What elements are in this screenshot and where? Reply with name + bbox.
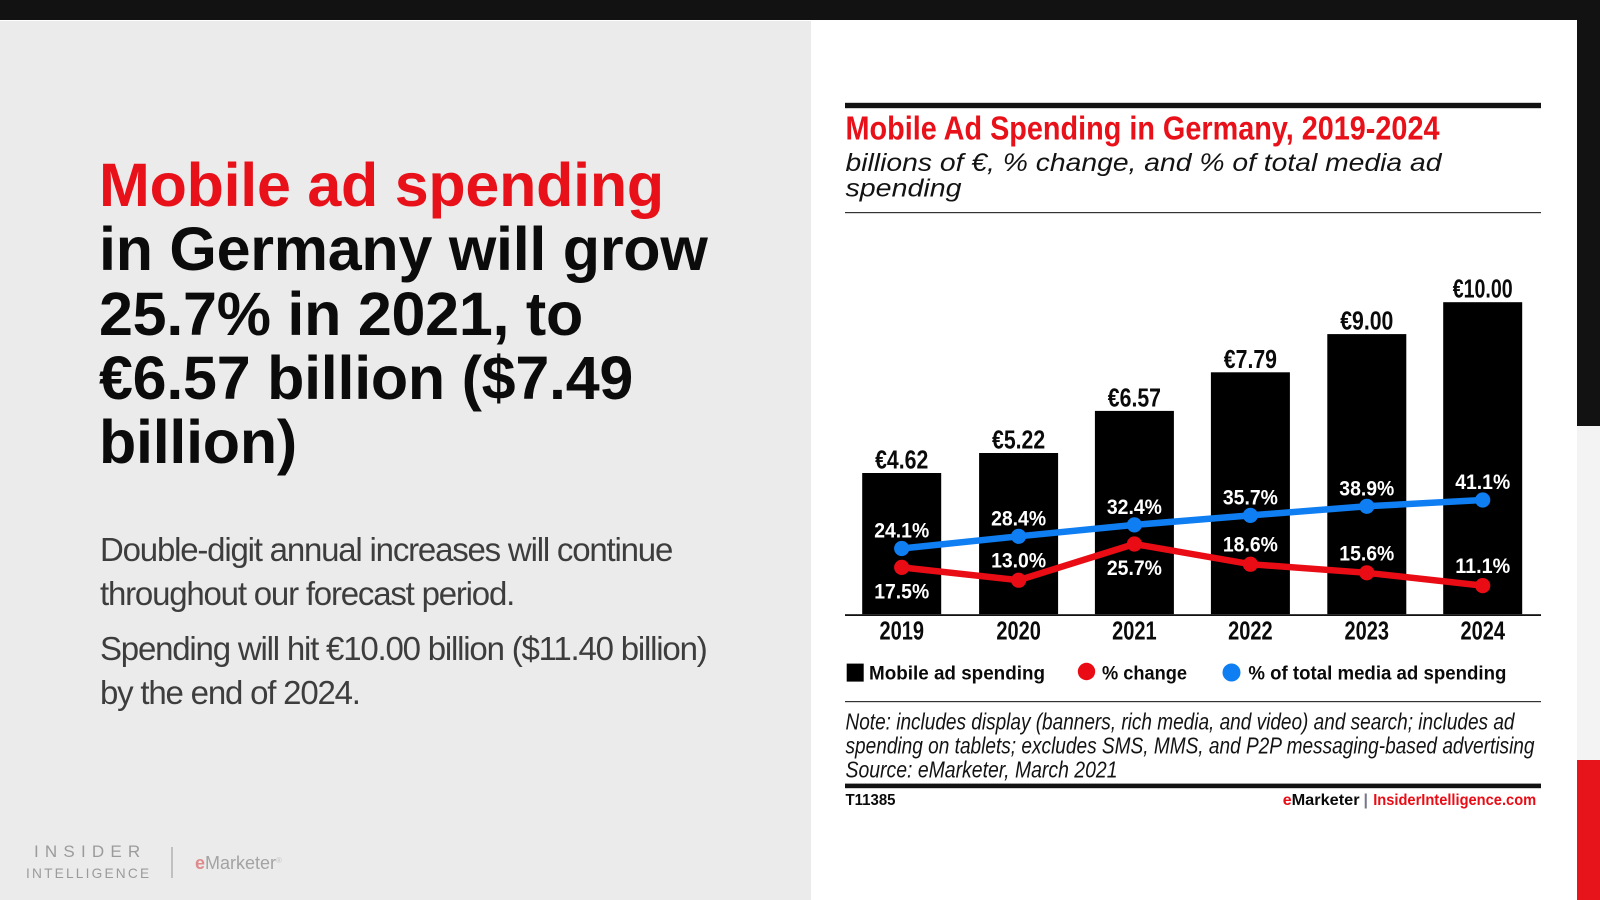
svg-text:38.9%: 38.9% [1339,477,1394,500]
svg-text:€4.62: €4.62 [875,445,928,475]
svg-text:2022: 2022 [1228,616,1273,646]
svg-text:13.0%: 13.0% [991,550,1046,573]
svg-text:2021: 2021 [1112,616,1157,646]
svg-text:17.5%: 17.5% [874,580,929,603]
svg-text:€6.57: €6.57 [1108,382,1161,412]
svg-text:spending: spending [846,174,962,202]
svg-text:Mobile ad spending: Mobile ad spending [869,664,1045,685]
svg-text:24.1%: 24.1% [874,520,929,543]
svg-text:InsiderIntelligence.com: InsiderIntelligence.com [1373,792,1536,809]
svg-text:11.1%: 11.1% [1455,555,1510,578]
svg-text:€10.00: €10.00 [1453,274,1513,304]
svg-text:T11385: T11385 [846,792,896,809]
svg-text:% change: % change [1102,664,1187,685]
svg-text:Note: includes display (banner: Note: includes display (banners, rich me… [846,709,1516,735]
svg-text:Marketer: Marketer [1292,792,1360,809]
svg-text:Mobile Ad Spending in Germany,: Mobile Ad Spending in Germany, 2019-2024 [846,110,1441,147]
svg-text:28.4%: 28.4% [991,507,1046,530]
svg-text:15.6%: 15.6% [1339,542,1394,565]
svg-text:€7.79: €7.79 [1224,344,1277,374]
svg-text:25.7%: 25.7% [1107,557,1162,580]
svg-text:€9.00: €9.00 [1340,306,1393,336]
svg-text:35.7%: 35.7% [1223,486,1278,509]
svg-text:18.6%: 18.6% [1223,534,1278,557]
svg-text:2020: 2020 [996,616,1041,646]
svg-text:Source: eMarketer, March 2021: Source: eMarketer, March 2021 [846,757,1118,783]
svg-text:spending on tablets; excludes: spending on tablets; excludes SMS, MMS, … [846,733,1535,759]
svg-text:€5.22: €5.22 [992,425,1045,455]
svg-text:billions of €, % change, and %: billions of €, % change, and % of total … [846,149,1443,177]
svg-text:% of total media ad spending: % of total media ad spending [1248,664,1506,685]
svg-text:2024: 2024 [1460,616,1505,646]
svg-text:41.1%: 41.1% [1455,471,1510,494]
svg-text:32.4%: 32.4% [1107,496,1162,519]
svg-text:2023: 2023 [1345,616,1390,646]
svg-text:2019: 2019 [879,616,924,646]
svg-text:|: | [1364,792,1368,809]
svg-text:e: e [1283,792,1292,809]
